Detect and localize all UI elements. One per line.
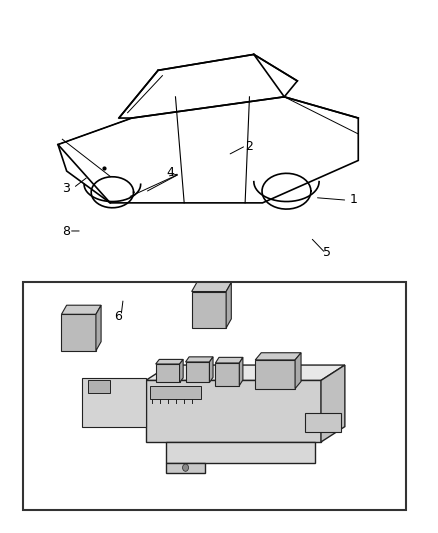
Circle shape <box>183 464 188 471</box>
Polygon shape <box>215 357 243 363</box>
Polygon shape <box>321 365 345 442</box>
Polygon shape <box>146 381 321 442</box>
Polygon shape <box>186 362 209 383</box>
Polygon shape <box>186 357 213 362</box>
Polygon shape <box>239 357 243 385</box>
Text: 1: 1 <box>350 193 357 206</box>
Polygon shape <box>255 360 295 389</box>
Polygon shape <box>295 353 301 389</box>
Text: 8: 8 <box>62 225 71 238</box>
Polygon shape <box>209 357 213 383</box>
Polygon shape <box>192 282 231 292</box>
Text: 2: 2 <box>245 140 253 153</box>
Text: 5: 5 <box>323 246 332 259</box>
Polygon shape <box>155 359 183 364</box>
Polygon shape <box>82 378 146 426</box>
Polygon shape <box>96 305 101 351</box>
Polygon shape <box>192 292 226 328</box>
Polygon shape <box>61 305 101 314</box>
Polygon shape <box>155 364 180 383</box>
Text: 3: 3 <box>62 182 70 195</box>
Polygon shape <box>215 363 239 385</box>
Polygon shape <box>305 413 341 432</box>
Text: 4: 4 <box>167 166 175 180</box>
Polygon shape <box>255 353 301 360</box>
Polygon shape <box>146 365 345 381</box>
Polygon shape <box>150 385 201 399</box>
Polygon shape <box>180 359 183 383</box>
Polygon shape <box>88 381 110 393</box>
Polygon shape <box>226 282 231 328</box>
Polygon shape <box>166 463 205 473</box>
Polygon shape <box>61 314 96 351</box>
Text: 6: 6 <box>115 310 123 322</box>
Polygon shape <box>166 442 315 463</box>
